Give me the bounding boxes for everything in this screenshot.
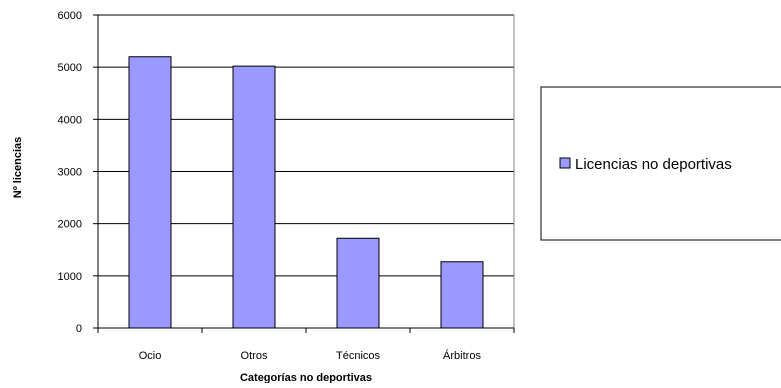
x-axis-title: Categorías no deportivas xyxy=(240,372,372,383)
y-tick-label: 0 xyxy=(76,323,82,335)
y-tick-label: 1000 xyxy=(58,271,82,283)
bar xyxy=(440,261,484,329)
bar xyxy=(232,65,276,329)
y-tick-label: 5000 xyxy=(58,62,82,74)
y-tick-label: 2000 xyxy=(58,219,82,231)
axes xyxy=(93,14,515,333)
y-tick-labels: 0 1000 2000 3000 4000 5000 6000 xyxy=(58,10,82,335)
y-tick-label: 3000 xyxy=(58,167,82,179)
x-tick-label: Árbitros xyxy=(443,349,481,362)
legend-label: Licencias no deportivas xyxy=(575,156,732,173)
x-tick-label: Otros xyxy=(241,350,268,362)
legend: Licencias no deportivas xyxy=(540,86,781,241)
y-tick-label: 6000 xyxy=(58,10,82,22)
x-tick-label: Ocio xyxy=(139,350,162,362)
bars xyxy=(128,56,484,329)
legend-box xyxy=(540,86,781,241)
y-axis-title: Nº licencias xyxy=(12,137,24,199)
legend-swatch xyxy=(559,157,571,169)
x-tick-labels: Ocio Otros Técnicos Árbitros xyxy=(139,349,482,362)
y-tick-label: 4000 xyxy=(58,114,82,126)
bar xyxy=(128,56,172,329)
x-tick-label: Técnicos xyxy=(336,350,381,362)
bar xyxy=(336,237,380,329)
